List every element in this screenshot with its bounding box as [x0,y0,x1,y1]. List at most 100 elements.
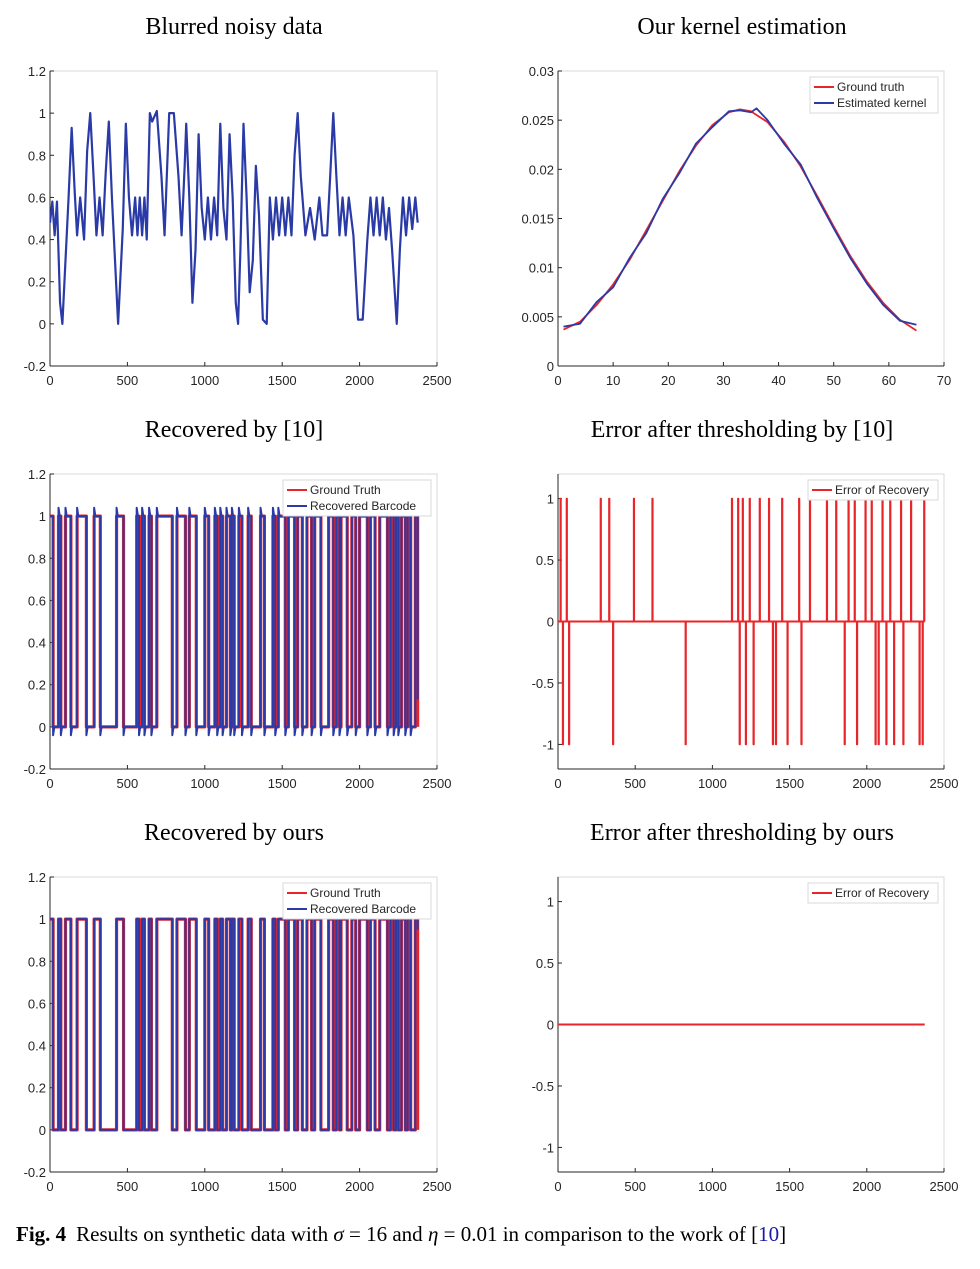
error-spike-down [684,621,687,746]
x-tick-label: 30 [716,373,730,388]
x-tick-label: 1500 [268,1179,297,1194]
error-spike-up [565,497,568,622]
x-tick-label: 2500 [423,776,452,791]
x-tick-label: 0 [554,1179,561,1194]
x-tick-label: 1000 [698,776,727,791]
plot-box [557,70,945,367]
y-tick-label: 0.8 [28,148,46,163]
x-tick-label: 20 [661,373,675,388]
y-tick-label: 0.015 [521,212,554,227]
chart-title: Blurred noisy data [145,14,323,40]
caption-figure-label: Fig. 4 [16,1222,67,1246]
x-tick-label: 2000 [852,776,881,791]
error-spike-down [786,621,789,746]
error-spike-up [825,497,829,622]
error-spike-down [752,621,755,746]
y-tick-label: -1 [542,737,554,752]
plot-area [563,107,917,332]
y-tick-label: 0.03 [529,64,554,79]
y-tick-label: 1.2 [28,467,46,482]
y-tick-label: 0 [39,720,46,735]
error-spike-down [744,621,748,746]
y-tick-label: 1 [547,492,554,507]
x-tick-label: 2000 [345,776,374,791]
x-tick-label: 1500 [775,1179,804,1194]
y-tick-label: 0 [547,1018,554,1033]
y-tick-label: 0.4 [28,1039,46,1054]
x-tick-label: 2500 [930,776,959,791]
caption-text-1: Results on synthetic data with [76,1222,334,1246]
x-tick-label: 500 [624,776,646,791]
y-tick-label: 0.2 [28,1081,46,1096]
x-tick-label: 0 [46,776,53,791]
caption-text-2: = 16 and [343,1222,428,1246]
caption-eta-symbol: η [427,1222,439,1246]
legend-label: Ground truth [837,80,904,94]
y-tick-label: 0.8 [28,551,46,566]
x-tick-label: 1500 [268,776,297,791]
error-spike-up [758,497,761,622]
caption-reference-link[interactable]: 10 [758,1222,780,1246]
y-tick-label: -1 [542,1140,554,1155]
error-spike-up [741,497,744,622]
error-spike-down [918,621,921,746]
series-line-1 [50,109,419,325]
error-spike-down [874,621,877,746]
legend: Ground Truth Recovered Barcode [282,479,432,517]
error-spike-down [561,621,565,746]
y-tick-label: -0.5 [532,1079,554,1094]
x-tick-label: 1000 [190,1179,219,1194]
legend-label: Error of Recovery [835,483,929,497]
y-tick-label: 1 [39,509,46,524]
x-tick-label: 40 [771,373,785,388]
chart-title: Error after thresholding by [10] [591,417,894,443]
error-spike-up [798,497,801,622]
x-tick-label: 1000 [190,776,219,791]
x-tick-label: 2000 [345,1179,374,1194]
chart-title: Our kernel estimation [637,14,846,40]
legend: Ground Truth Recovered Barcode [282,882,432,920]
legend-box [282,479,432,517]
error-spike-down [902,621,905,746]
x-tick-label: 1500 [268,373,297,388]
y-tick-label: 0 [39,317,46,332]
y-tick-label: 0.4 [28,636,46,651]
x-tick-label: 2500 [423,373,452,388]
error-spike-up [559,497,562,622]
y-tick-label: 0.01 [529,261,554,276]
error-spike-down [612,621,615,746]
legend-label: Estimated kernel [837,96,926,110]
error-spike-down [893,621,896,746]
y-tick-label: 0.6 [28,593,46,608]
error-spike-up [835,497,838,622]
x-tick-label: 50 [826,373,840,388]
error-spike-down [771,621,775,746]
error-spike-up [808,497,812,622]
y-tick-label: 0.2 [28,678,46,693]
legend-box [282,882,432,920]
legend: Error of Recovery [807,882,939,904]
caption-sigma-symbol: σ [333,1222,344,1246]
error-spike-down [800,621,803,746]
y-tick-label: 0.5 [536,553,554,568]
plot-area [50,109,419,325]
error-spike-up [923,497,926,622]
error-spike-up [730,497,734,622]
y-tick-label: -0.2 [24,1165,46,1180]
x-tick-label: 1000 [698,1179,727,1194]
y-tick-label: 0 [547,359,554,374]
chart-panel-errours: Error after thresholding by ours 0 500 1000… [532,820,959,1194]
y-tick-label: -0.2 [24,762,46,777]
x-tick-label: 500 [624,1179,646,1194]
y-tick-label: -0.2 [24,359,46,374]
error-spike-up [632,497,636,622]
legend-box [807,882,939,904]
legend-label: Error of Recovery [835,886,929,900]
error-spike-down [877,621,880,746]
x-tick-label: 500 [117,1179,139,1194]
legend-box [809,76,939,114]
error-spike-down [774,621,778,746]
y-tick-label: 1 [547,895,554,910]
error-spike-up [781,497,784,622]
